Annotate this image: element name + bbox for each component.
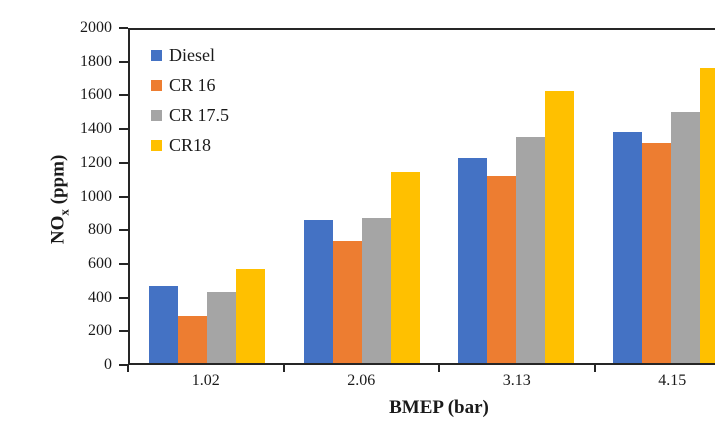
x-tick-label: 3.13 (457, 372, 577, 390)
legend-swatch-icon (151, 110, 162, 121)
bar-cr18 (391, 172, 420, 363)
y-tick-mark (119, 229, 128, 231)
y-tick-label: 400 (40, 289, 112, 307)
legend-label: CR 17.5 (169, 105, 229, 126)
x-tick-label: 1.02 (146, 372, 266, 390)
legend-swatch-icon (151, 80, 162, 91)
legend-item: CR 16 (151, 75, 229, 96)
bar-cr-17.5 (362, 218, 391, 363)
y-tick-mark (119, 263, 128, 265)
bar-cr-17.5 (516, 137, 545, 363)
y-tick-mark (119, 196, 128, 198)
y-tick-label: 1800 (40, 53, 112, 71)
y-tick-label: 800 (40, 221, 112, 239)
legend-item: Diesel (151, 45, 229, 66)
y-tick-label: 200 (40, 322, 112, 340)
y-tick-label: 1200 (40, 154, 112, 172)
bar-diesel (149, 286, 178, 363)
legend-item: CR18 (151, 135, 229, 156)
y-tick-label: 1400 (40, 120, 112, 138)
bar-diesel (613, 132, 642, 363)
bar-group (594, 30, 715, 363)
bar-diesel (304, 220, 333, 363)
legend-item: CR 17.5 (151, 105, 229, 126)
legend-label: Diesel (169, 45, 215, 66)
legend-label: CR 16 (169, 75, 216, 96)
y-tick-label: 2000 (40, 19, 112, 37)
legend-label: CR18 (169, 135, 211, 156)
bar-cr-17.5 (207, 292, 236, 363)
y-tick-mark (119, 297, 128, 299)
bar-group (285, 30, 440, 363)
legend-swatch-icon (151, 50, 162, 61)
legend-swatch-icon (151, 140, 162, 151)
x-axis-title: BMEP (bar) (128, 397, 715, 419)
x-tick-mark (283, 365, 285, 372)
y-tick-label: 600 (40, 255, 112, 273)
bar-cr-16 (487, 176, 516, 363)
bar-group (439, 30, 594, 363)
legend: Diesel CR 16 CR 17.5 CR18 (151, 45, 229, 156)
plot-area: Diesel CR 16 CR 17.5 CR18 (128, 28, 715, 365)
bar-cr-16 (642, 143, 671, 363)
bar-diesel (458, 158, 487, 363)
y-tick-mark (119, 330, 128, 332)
x-tick-label: 4.15 (612, 372, 715, 390)
x-tick-mark (127, 365, 129, 372)
x-tick-mark (438, 365, 440, 372)
y-tick-label: 0 (40, 356, 112, 374)
bar-cr-16 (178, 316, 207, 363)
x-tick-label: 2.06 (301, 372, 421, 390)
y-tick-mark (119, 27, 128, 29)
y-tick-mark (119, 162, 128, 164)
x-tick-mark (594, 365, 596, 372)
y-tick-mark (119, 128, 128, 130)
y-tick-mark (119, 61, 128, 63)
y-tick-label: 1000 (40, 188, 112, 206)
y-tick-mark (119, 94, 128, 96)
bar-cr-17.5 (671, 112, 700, 363)
bar-cr18 (545, 91, 574, 363)
y-tick-label: 1600 (40, 86, 112, 104)
bar-cr18 (236, 269, 265, 363)
bar-cr-16 (333, 241, 362, 363)
bar-cr18 (700, 68, 715, 363)
